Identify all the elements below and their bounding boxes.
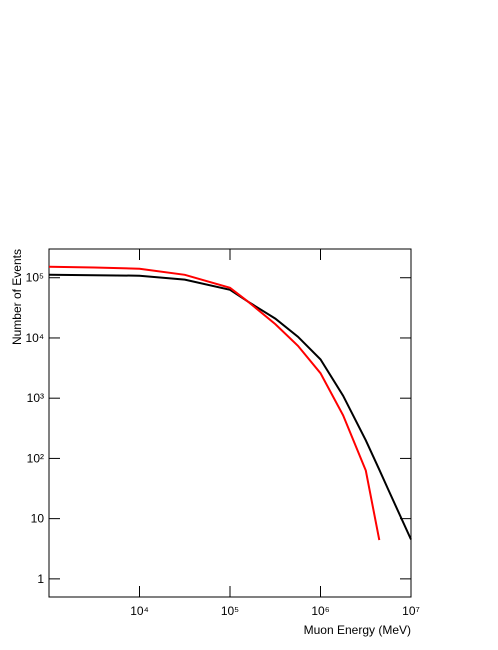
x-tick-label: 10⁵: [221, 604, 239, 618]
series-line: [48, 273, 412, 540]
y-tick-label: 10⁵: [26, 271, 44, 285]
x-tick-label: 10⁷: [402, 604, 420, 618]
x-tick-label: 10⁴: [130, 604, 149, 618]
y-tick-label: 10³: [27, 391, 44, 405]
y-tick-label: 10: [31, 512, 45, 526]
x-axis-title: Muon Energy (MeV): [304, 623, 411, 637]
series-line: [48, 265, 381, 541]
y-axis-title: Number of Events: [10, 249, 24, 345]
y-tick-label: 10²: [27, 451, 44, 465]
x-tick-label: 10⁶: [311, 604, 329, 618]
y-tick-label: 10⁴: [25, 331, 44, 345]
y-tick-label: 1: [37, 572, 44, 586]
